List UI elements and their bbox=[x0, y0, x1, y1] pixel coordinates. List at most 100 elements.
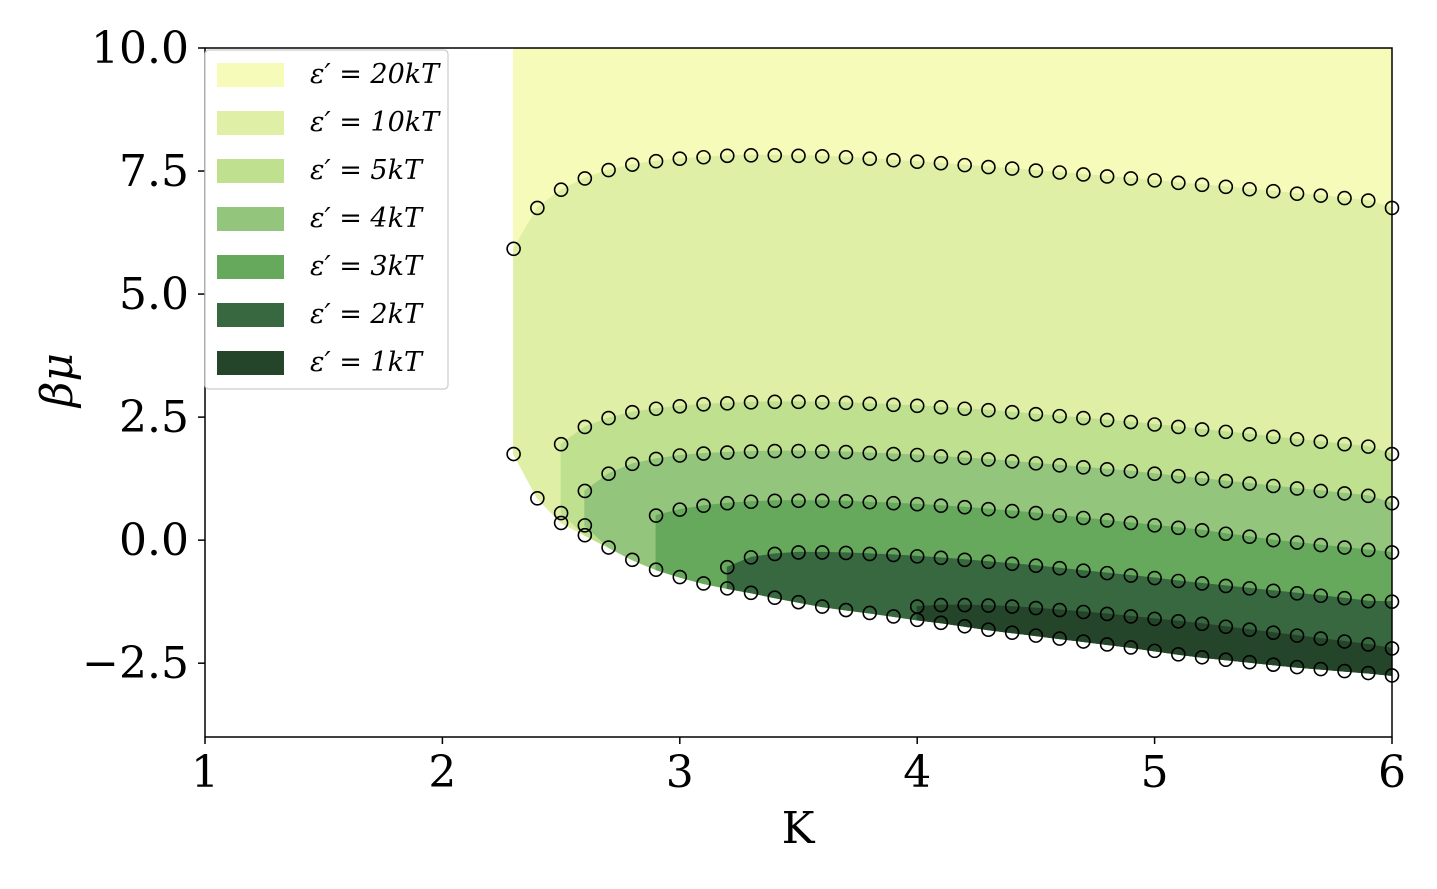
boundary-point bbox=[862, 546, 878, 562]
boundary-point bbox=[1360, 193, 1376, 208]
boundary-point bbox=[648, 153, 664, 169]
boundary-point bbox=[506, 446, 521, 462]
boundary-point bbox=[838, 444, 854, 460]
boundary-point bbox=[1266, 478, 1281, 494]
boundary-point bbox=[1266, 532, 1281, 548]
boundary-point bbox=[1099, 606, 1115, 622]
boundary-point bbox=[1194, 422, 1210, 437]
boundary-point bbox=[1004, 599, 1020, 614]
boundary-point bbox=[1123, 463, 1139, 479]
boundary-point bbox=[981, 402, 996, 418]
boundary-point bbox=[625, 157, 640, 172]
boundary-point bbox=[1194, 522, 1210, 538]
legend-swatch bbox=[217, 351, 284, 375]
boundary-point bbox=[553, 436, 569, 452]
boundary-point bbox=[909, 447, 925, 463]
boundary-point bbox=[1171, 419, 1186, 435]
boundary-point bbox=[696, 397, 711, 412]
boundary-point bbox=[862, 151, 878, 167]
boundary-point bbox=[696, 446, 711, 461]
boundary-point bbox=[719, 559, 735, 575]
boundary-point bbox=[1028, 456, 1044, 471]
x-tick-label: 6 bbox=[1378, 747, 1406, 798]
boundary-point bbox=[648, 562, 664, 577]
boundary-point bbox=[1123, 414, 1139, 430]
legend-swatch bbox=[217, 111, 284, 135]
boundary-point bbox=[981, 159, 996, 175]
boundary-point bbox=[1218, 473, 1234, 489]
boundary-point bbox=[1289, 585, 1305, 601]
boundary-point bbox=[743, 444, 759, 459]
boundary-point bbox=[933, 615, 949, 631]
boundary-point bbox=[909, 599, 925, 614]
boundary-point bbox=[862, 494, 878, 510]
boundary-point bbox=[1289, 186, 1305, 201]
boundary-point bbox=[886, 609, 901, 624]
boundary-markers bbox=[506, 147, 1400, 683]
boundary-point bbox=[957, 157, 972, 173]
boundary-point bbox=[909, 398, 925, 414]
boundary-point bbox=[1028, 558, 1044, 574]
boundary-point bbox=[1313, 631, 1329, 646]
boundary-point bbox=[1004, 625, 1020, 640]
boundary-point bbox=[1313, 588, 1329, 604]
boundary-point bbox=[1289, 659, 1305, 675]
boundary-point bbox=[1218, 526, 1234, 542]
y-tick-label: −2.5 bbox=[82, 638, 189, 689]
boundary-point bbox=[957, 597, 972, 613]
x-tick-label: 1 bbox=[191, 747, 219, 798]
boundary-point bbox=[1147, 611, 1162, 627]
boundary-point bbox=[1289, 628, 1305, 643]
legend-swatch bbox=[217, 255, 284, 279]
boundary-point bbox=[1052, 458, 1067, 473]
boundary-point bbox=[814, 444, 830, 459]
boundary-point bbox=[838, 149, 854, 165]
boundary-point bbox=[1028, 628, 1044, 643]
boundary-point bbox=[814, 599, 830, 614]
boundary-point bbox=[719, 495, 735, 511]
boundary-point bbox=[981, 452, 996, 467]
boundary-point bbox=[601, 540, 616, 555]
boundary-point bbox=[791, 493, 806, 509]
boundary-point bbox=[1266, 583, 1281, 599]
boundary-point bbox=[1242, 581, 1257, 596]
boundary-point bbox=[1123, 171, 1139, 186]
x-tick-label: 2 bbox=[428, 747, 456, 798]
boundary-point bbox=[1218, 424, 1234, 440]
y-tick-label: 0.0 bbox=[119, 515, 189, 566]
boundary-point bbox=[1313, 188, 1329, 203]
boundary-point bbox=[1218, 578, 1234, 594]
boundary-point bbox=[1171, 614, 1186, 629]
boundary-point bbox=[1171, 520, 1186, 536]
plot-frame bbox=[204, 47, 1393, 738]
boundary-point bbox=[1076, 460, 1091, 475]
legend-label: ε′ = 5kT bbox=[310, 155, 424, 186]
x-tick-label: 5 bbox=[1141, 747, 1169, 798]
boundary-point bbox=[577, 483, 593, 499]
boundary-point bbox=[1218, 619, 1234, 635]
boundary-point bbox=[577, 527, 593, 543]
boundary-point bbox=[1360, 542, 1376, 558]
boundary-point bbox=[553, 182, 569, 198]
boundary-point bbox=[719, 148, 735, 164]
boundary-point bbox=[862, 445, 878, 461]
boundary-point bbox=[553, 505, 569, 521]
boundary-point bbox=[577, 518, 593, 533]
legend-label: ε′ = 10kT bbox=[310, 107, 441, 138]
boundary-point bbox=[648, 508, 664, 523]
boundary-point bbox=[957, 450, 972, 466]
boundary-point bbox=[577, 171, 593, 186]
boundary-point bbox=[1360, 593, 1376, 609]
boundary-point bbox=[1076, 634, 1091, 649]
boundary-point bbox=[791, 545, 806, 560]
boundary-point bbox=[625, 404, 640, 420]
boundary-point bbox=[1052, 408, 1067, 424]
boundary-point bbox=[601, 162, 616, 178]
boundary-point bbox=[886, 446, 901, 462]
boundary-point bbox=[1360, 665, 1376, 681]
x-tick-label: 3 bbox=[666, 747, 694, 798]
boundary-point bbox=[767, 394, 783, 410]
boundary-point bbox=[909, 496, 925, 512]
boundary-point bbox=[1289, 481, 1305, 496]
boundary-point bbox=[933, 597, 949, 613]
